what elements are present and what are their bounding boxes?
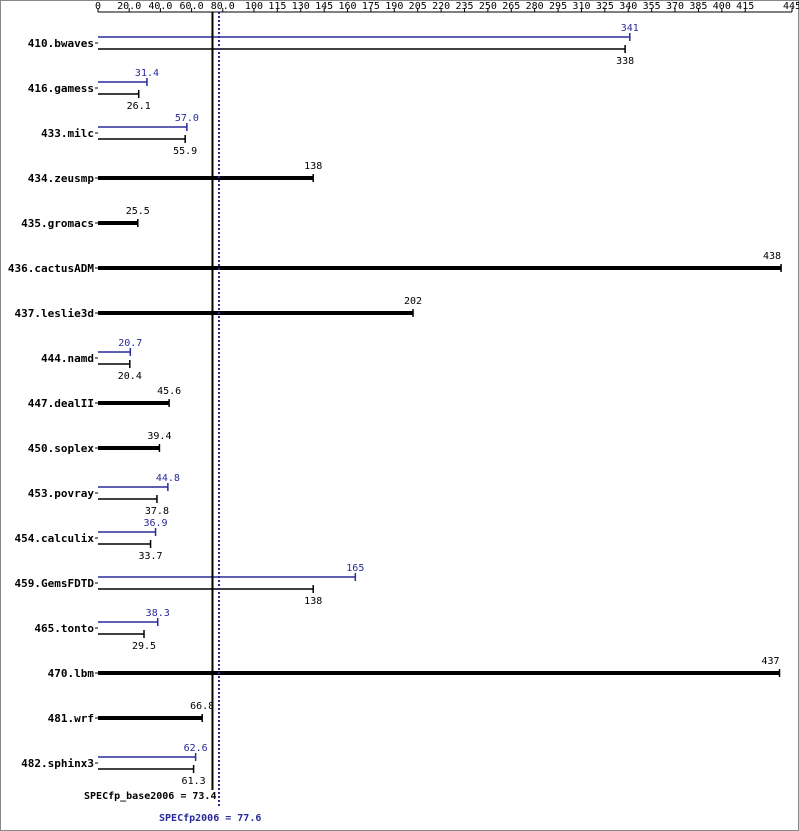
x-tick-label: 325 (596, 1, 614, 12)
x-tick-label: 0 (95, 1, 101, 12)
x-tick-label: 160 (338, 1, 356, 12)
x-tick-label: 220 (432, 1, 450, 12)
category-label: 470.lbm (48, 667, 95, 680)
x-tick-label: 355 (643, 1, 661, 12)
value-label: 44.8 (156, 473, 180, 484)
value-label: 36.9 (144, 518, 168, 529)
value-label: 31.4 (135, 68, 159, 79)
value-label: 57.0 (175, 113, 199, 124)
value-label: 45.6 (157, 386, 181, 397)
x-tick-label: 235 (455, 1, 473, 12)
x-tick-label: 115 (268, 1, 286, 12)
x-tick-label: 130 (292, 1, 310, 12)
category-label: 437.leslie3d (15, 307, 94, 320)
value-label: 437 (761, 656, 779, 667)
value-label: 165 (346, 563, 364, 574)
x-tick-label: 190 (385, 1, 403, 12)
reference-label: SPECfp_base2006 = 73.4 (84, 791, 216, 802)
category-label: 481.wrf (48, 712, 94, 725)
value-label: 26.1 (127, 101, 151, 112)
x-tick-label: 175 (362, 1, 380, 12)
value-label: 20.4 (118, 371, 142, 382)
x-tick-label: 250 (479, 1, 497, 12)
value-label: 341 (621, 23, 639, 34)
x-tick-label: 310 (572, 1, 590, 12)
x-tick-label: 295 (549, 1, 567, 12)
value-label: 202 (404, 296, 422, 307)
x-tick-label: 40.0 (148, 1, 172, 12)
category-label: 465.tonto (34, 622, 94, 635)
x-tick-label: 100 (245, 1, 263, 12)
value-label: 38.3 (146, 608, 170, 619)
category-label: 416.gamess (28, 82, 94, 95)
x-tick-label: 385 (689, 1, 707, 12)
x-tick-label: 400 (713, 1, 731, 12)
category-label: 447.dealII (28, 397, 94, 410)
value-label: 338 (616, 56, 634, 67)
category-label: 482.sphinx3 (21, 757, 94, 770)
x-tick-label: 80.0 (211, 1, 235, 12)
value-label: 39.4 (147, 431, 171, 442)
category-label: 454.calculix (15, 532, 95, 545)
x-tick-label: 370 (666, 1, 684, 12)
value-label: 55.9 (173, 146, 197, 157)
category-label: 459.GemsFDTD (15, 577, 95, 590)
value-label: 37.8 (145, 506, 169, 517)
value-label: 138 (304, 161, 322, 172)
category-label: 434.zeusmp (28, 172, 95, 185)
category-label: 435.gromacs (21, 217, 94, 230)
category-label: 433.milc (41, 127, 94, 140)
x-tick-label: 60.0 (180, 1, 204, 12)
value-label: 66.8 (190, 701, 214, 712)
category-label: 453.povray (28, 487, 95, 500)
x-tick-label: 205 (409, 1, 427, 12)
value-label: 62.6 (184, 743, 208, 754)
x-tick-label: 145 (315, 1, 333, 12)
value-label: 20.7 (118, 338, 142, 349)
value-label: 61.3 (182, 776, 206, 787)
value-label: 438 (763, 251, 781, 262)
category-label: 410.bwaves (28, 37, 94, 50)
value-label: 138 (304, 596, 322, 607)
x-tick-label: 20.0 (117, 1, 141, 12)
x-tick-label: 445 (783, 1, 799, 12)
x-tick-label: 415 (736, 1, 754, 12)
value-label: 29.5 (132, 641, 156, 652)
category-label: 444.namd (41, 352, 94, 365)
x-tick-label: 340 (619, 1, 637, 12)
category-label: 450.soplex (28, 442, 95, 455)
value-label: 25.5 (126, 206, 150, 217)
x-tick-label: 265 (502, 1, 520, 12)
category-label: 436.cactusADM (8, 262, 94, 275)
reference-label: SPECfp2006 = 77.6 (159, 813, 261, 824)
x-tick-label: 280 (526, 1, 544, 12)
value-label: 33.7 (139, 551, 163, 562)
